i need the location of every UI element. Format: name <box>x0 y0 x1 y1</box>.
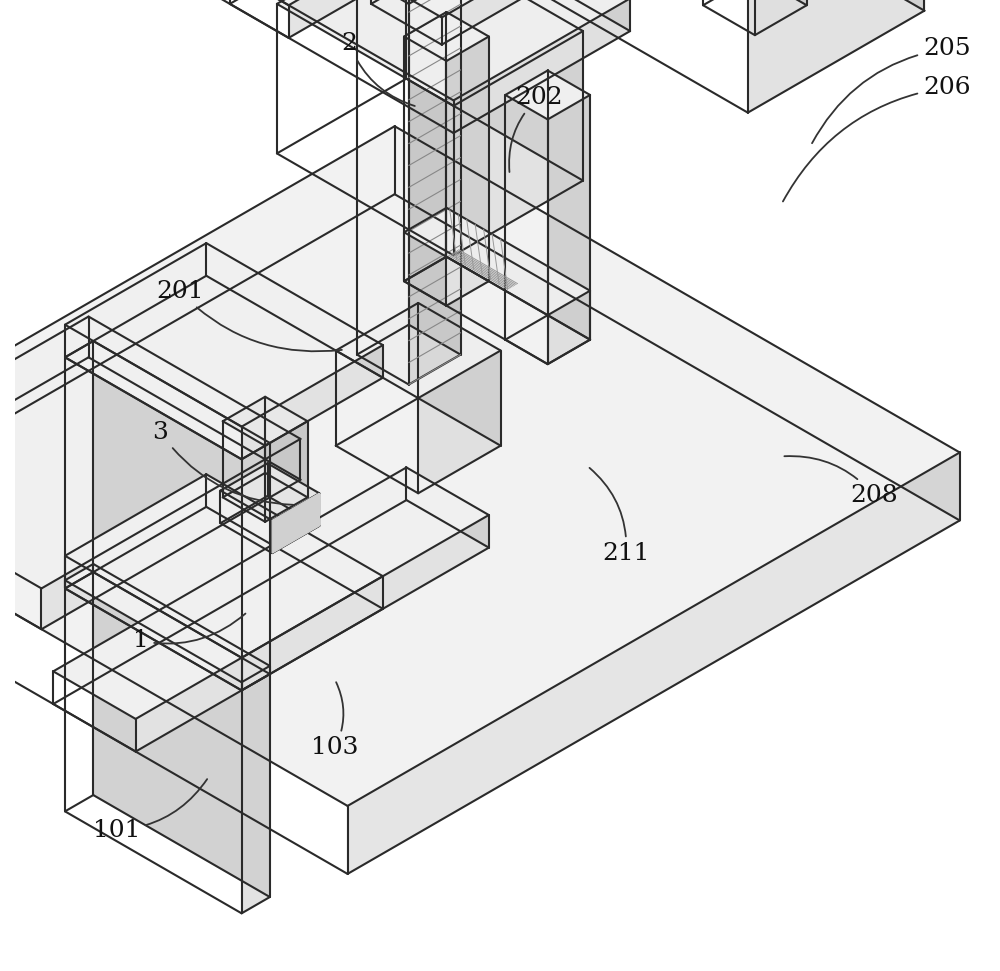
Polygon shape <box>404 208 590 316</box>
Polygon shape <box>89 317 300 480</box>
Text: 206: 206 <box>783 76 970 201</box>
Polygon shape <box>446 12 489 282</box>
Text: 202: 202 <box>509 85 563 172</box>
Polygon shape <box>242 576 383 690</box>
Polygon shape <box>748 0 924 113</box>
Polygon shape <box>223 397 308 446</box>
Polygon shape <box>505 71 590 119</box>
Polygon shape <box>454 31 583 255</box>
Polygon shape <box>406 467 489 548</box>
Polygon shape <box>755 0 807 5</box>
Polygon shape <box>272 493 319 553</box>
Polygon shape <box>409 0 461 354</box>
Polygon shape <box>446 37 489 306</box>
Polygon shape <box>206 0 724 5</box>
Polygon shape <box>418 351 501 493</box>
Polygon shape <box>404 12 489 61</box>
Polygon shape <box>65 341 270 459</box>
Polygon shape <box>371 0 771 17</box>
Polygon shape <box>242 443 270 690</box>
Polygon shape <box>406 0 583 181</box>
Polygon shape <box>755 0 807 35</box>
Polygon shape <box>442 0 771 45</box>
Polygon shape <box>454 0 630 133</box>
Polygon shape <box>272 493 319 553</box>
Polygon shape <box>277 0 583 106</box>
Polygon shape <box>548 95 590 364</box>
Polygon shape <box>93 341 270 674</box>
Text: 211: 211 <box>590 468 650 565</box>
Polygon shape <box>65 243 383 426</box>
Polygon shape <box>242 345 383 459</box>
Text: 208: 208 <box>784 456 898 507</box>
Polygon shape <box>268 463 319 526</box>
Polygon shape <box>548 290 590 364</box>
Text: 2: 2 <box>342 32 415 106</box>
Polygon shape <box>136 515 489 752</box>
Polygon shape <box>348 452 960 874</box>
Polygon shape <box>65 564 270 683</box>
Polygon shape <box>206 474 383 609</box>
Polygon shape <box>395 126 960 520</box>
Polygon shape <box>41 439 300 629</box>
Polygon shape <box>93 564 270 897</box>
Text: 103: 103 <box>311 683 359 759</box>
Polygon shape <box>265 421 308 521</box>
Polygon shape <box>220 463 319 520</box>
Text: 201: 201 <box>156 280 342 352</box>
Polygon shape <box>336 303 501 398</box>
Polygon shape <box>409 0 484 4</box>
Polygon shape <box>242 666 270 914</box>
Polygon shape <box>206 243 383 378</box>
Polygon shape <box>289 0 724 38</box>
Text: 1: 1 <box>133 614 245 653</box>
Polygon shape <box>446 208 590 340</box>
Polygon shape <box>53 467 489 719</box>
Polygon shape <box>406 0 630 31</box>
Polygon shape <box>548 71 590 340</box>
Polygon shape <box>0 126 960 806</box>
Polygon shape <box>724 0 924 11</box>
Polygon shape <box>0 317 300 588</box>
Polygon shape <box>65 474 383 657</box>
Text: 205: 205 <box>812 37 970 143</box>
Polygon shape <box>230 0 630 100</box>
Polygon shape <box>265 397 308 497</box>
Text: 3: 3 <box>152 420 293 505</box>
Polygon shape <box>409 0 461 385</box>
Text: 101: 101 <box>93 779 207 842</box>
Polygon shape <box>418 303 501 446</box>
